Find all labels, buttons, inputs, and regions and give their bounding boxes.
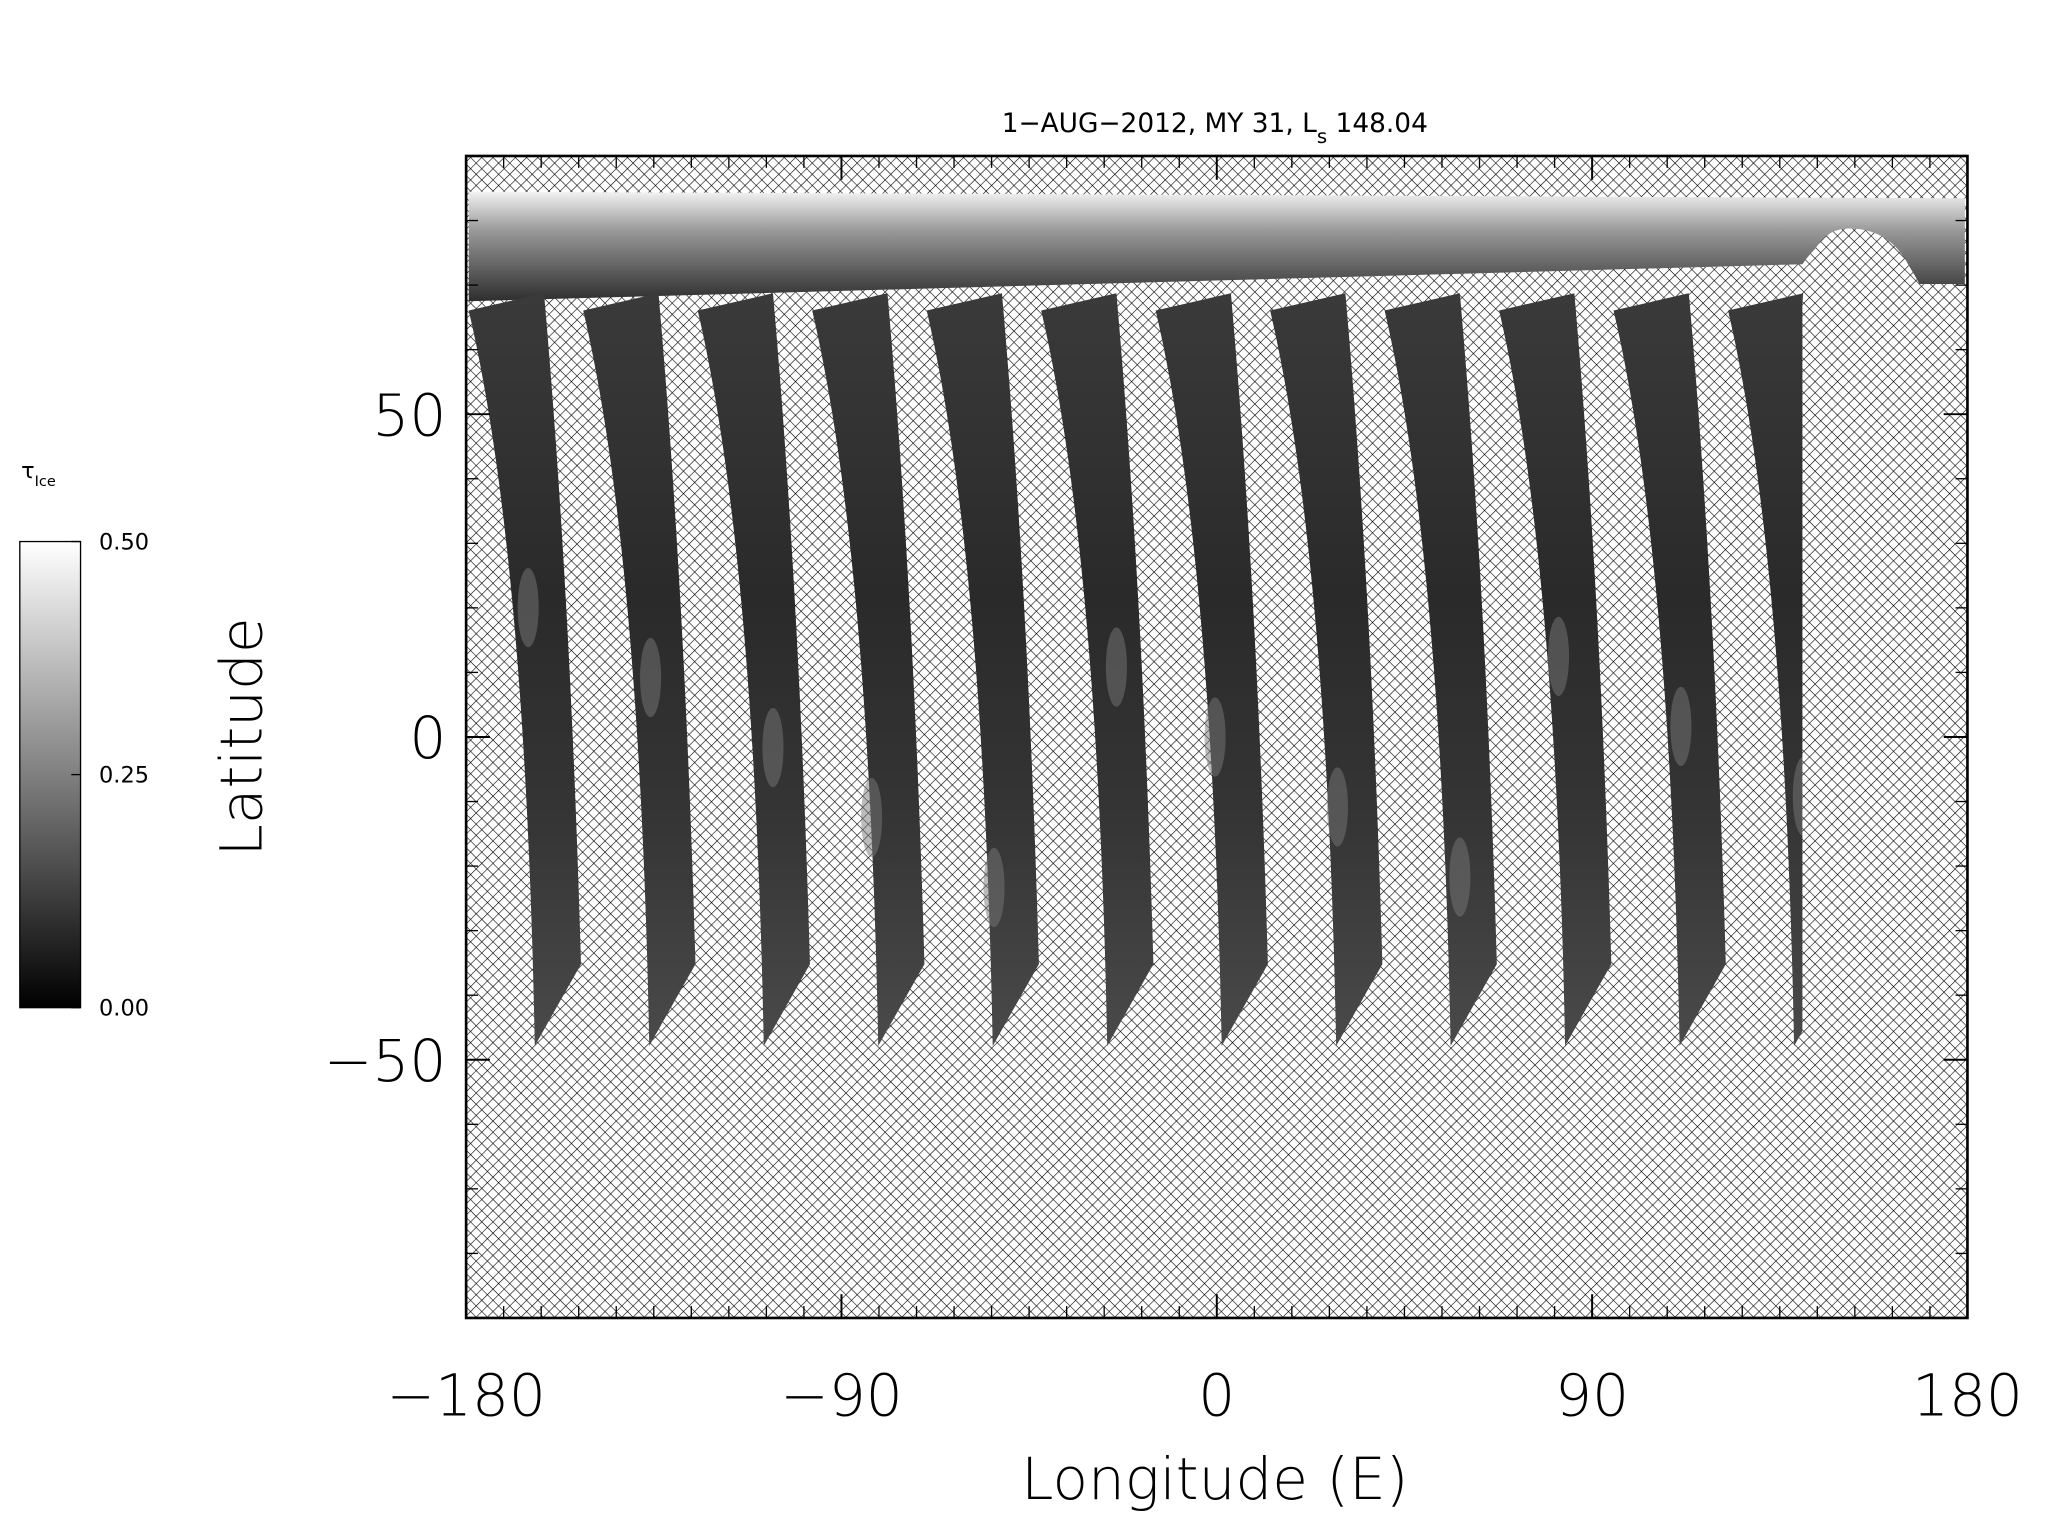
colorbar-tick-label: 0.00 [99, 996, 149, 1022]
x-tick-label: 180 [1912, 1362, 2023, 1430]
swath [926, 293, 1039, 1046]
swath [583, 293, 696, 1046]
cloud-patch [1670, 686, 1692, 767]
y-tick-label: 50 [372, 381, 446, 449]
cloud-patch [1326, 767, 1349, 847]
cloud-patch [1449, 837, 1471, 917]
y-axis-label: Latitude [207, 617, 275, 856]
cloud-patch [861, 777, 883, 858]
y-tick-label: −50 [324, 1027, 447, 1095]
swath [697, 293, 810, 1046]
title-text: 1−AUG−2012, MY 31, L [1002, 108, 1317, 139]
cloud-patch [983, 847, 1005, 928]
x-tick-label: 0 [1198, 1362, 1235, 1430]
cloud-patch [640, 637, 662, 718]
colorbar-symbol: τ [21, 458, 35, 484]
polar-band [468, 191, 1965, 302]
swath [1155, 293, 1268, 1046]
cloud-patch [1204, 697, 1226, 777]
x-tick-label: −180 [386, 1362, 546, 1430]
title-subscript: s [1317, 125, 1327, 148]
colorbar-label: τIce [21, 458, 56, 490]
colorbar-tick-label: 0.50 [99, 529, 149, 555]
swath [1270, 293, 1383, 1046]
swath [468, 293, 581, 1046]
no-data-hatch [1802, 228, 1965, 1308]
swath [812, 293, 925, 1046]
x-tick-label: 90 [1555, 1362, 1629, 1430]
y-tick-label: 0 [409, 704, 446, 772]
title-text: 148.04 [1327, 108, 1428, 139]
plot-area [464, 154, 1969, 1320]
cloud-patch [762, 707, 784, 788]
x-tick-label: −90 [780, 1362, 903, 1430]
x-axis-label: Longitude (E) [1021, 1445, 1408, 1513]
cloud-patch [1105, 627, 1127, 707]
swath [1041, 293, 1154, 1046]
swath [1613, 293, 1726, 1046]
cloud-patch [1547, 616, 1570, 697]
cloud-patch [517, 567, 539, 648]
chart-title: 1−AUG−2012, MY 31, Ls 148.04 [1002, 108, 1428, 148]
colorbar-subscript: Ice [35, 474, 56, 490]
colorbar-tick-label: 0.25 [99, 763, 149, 789]
